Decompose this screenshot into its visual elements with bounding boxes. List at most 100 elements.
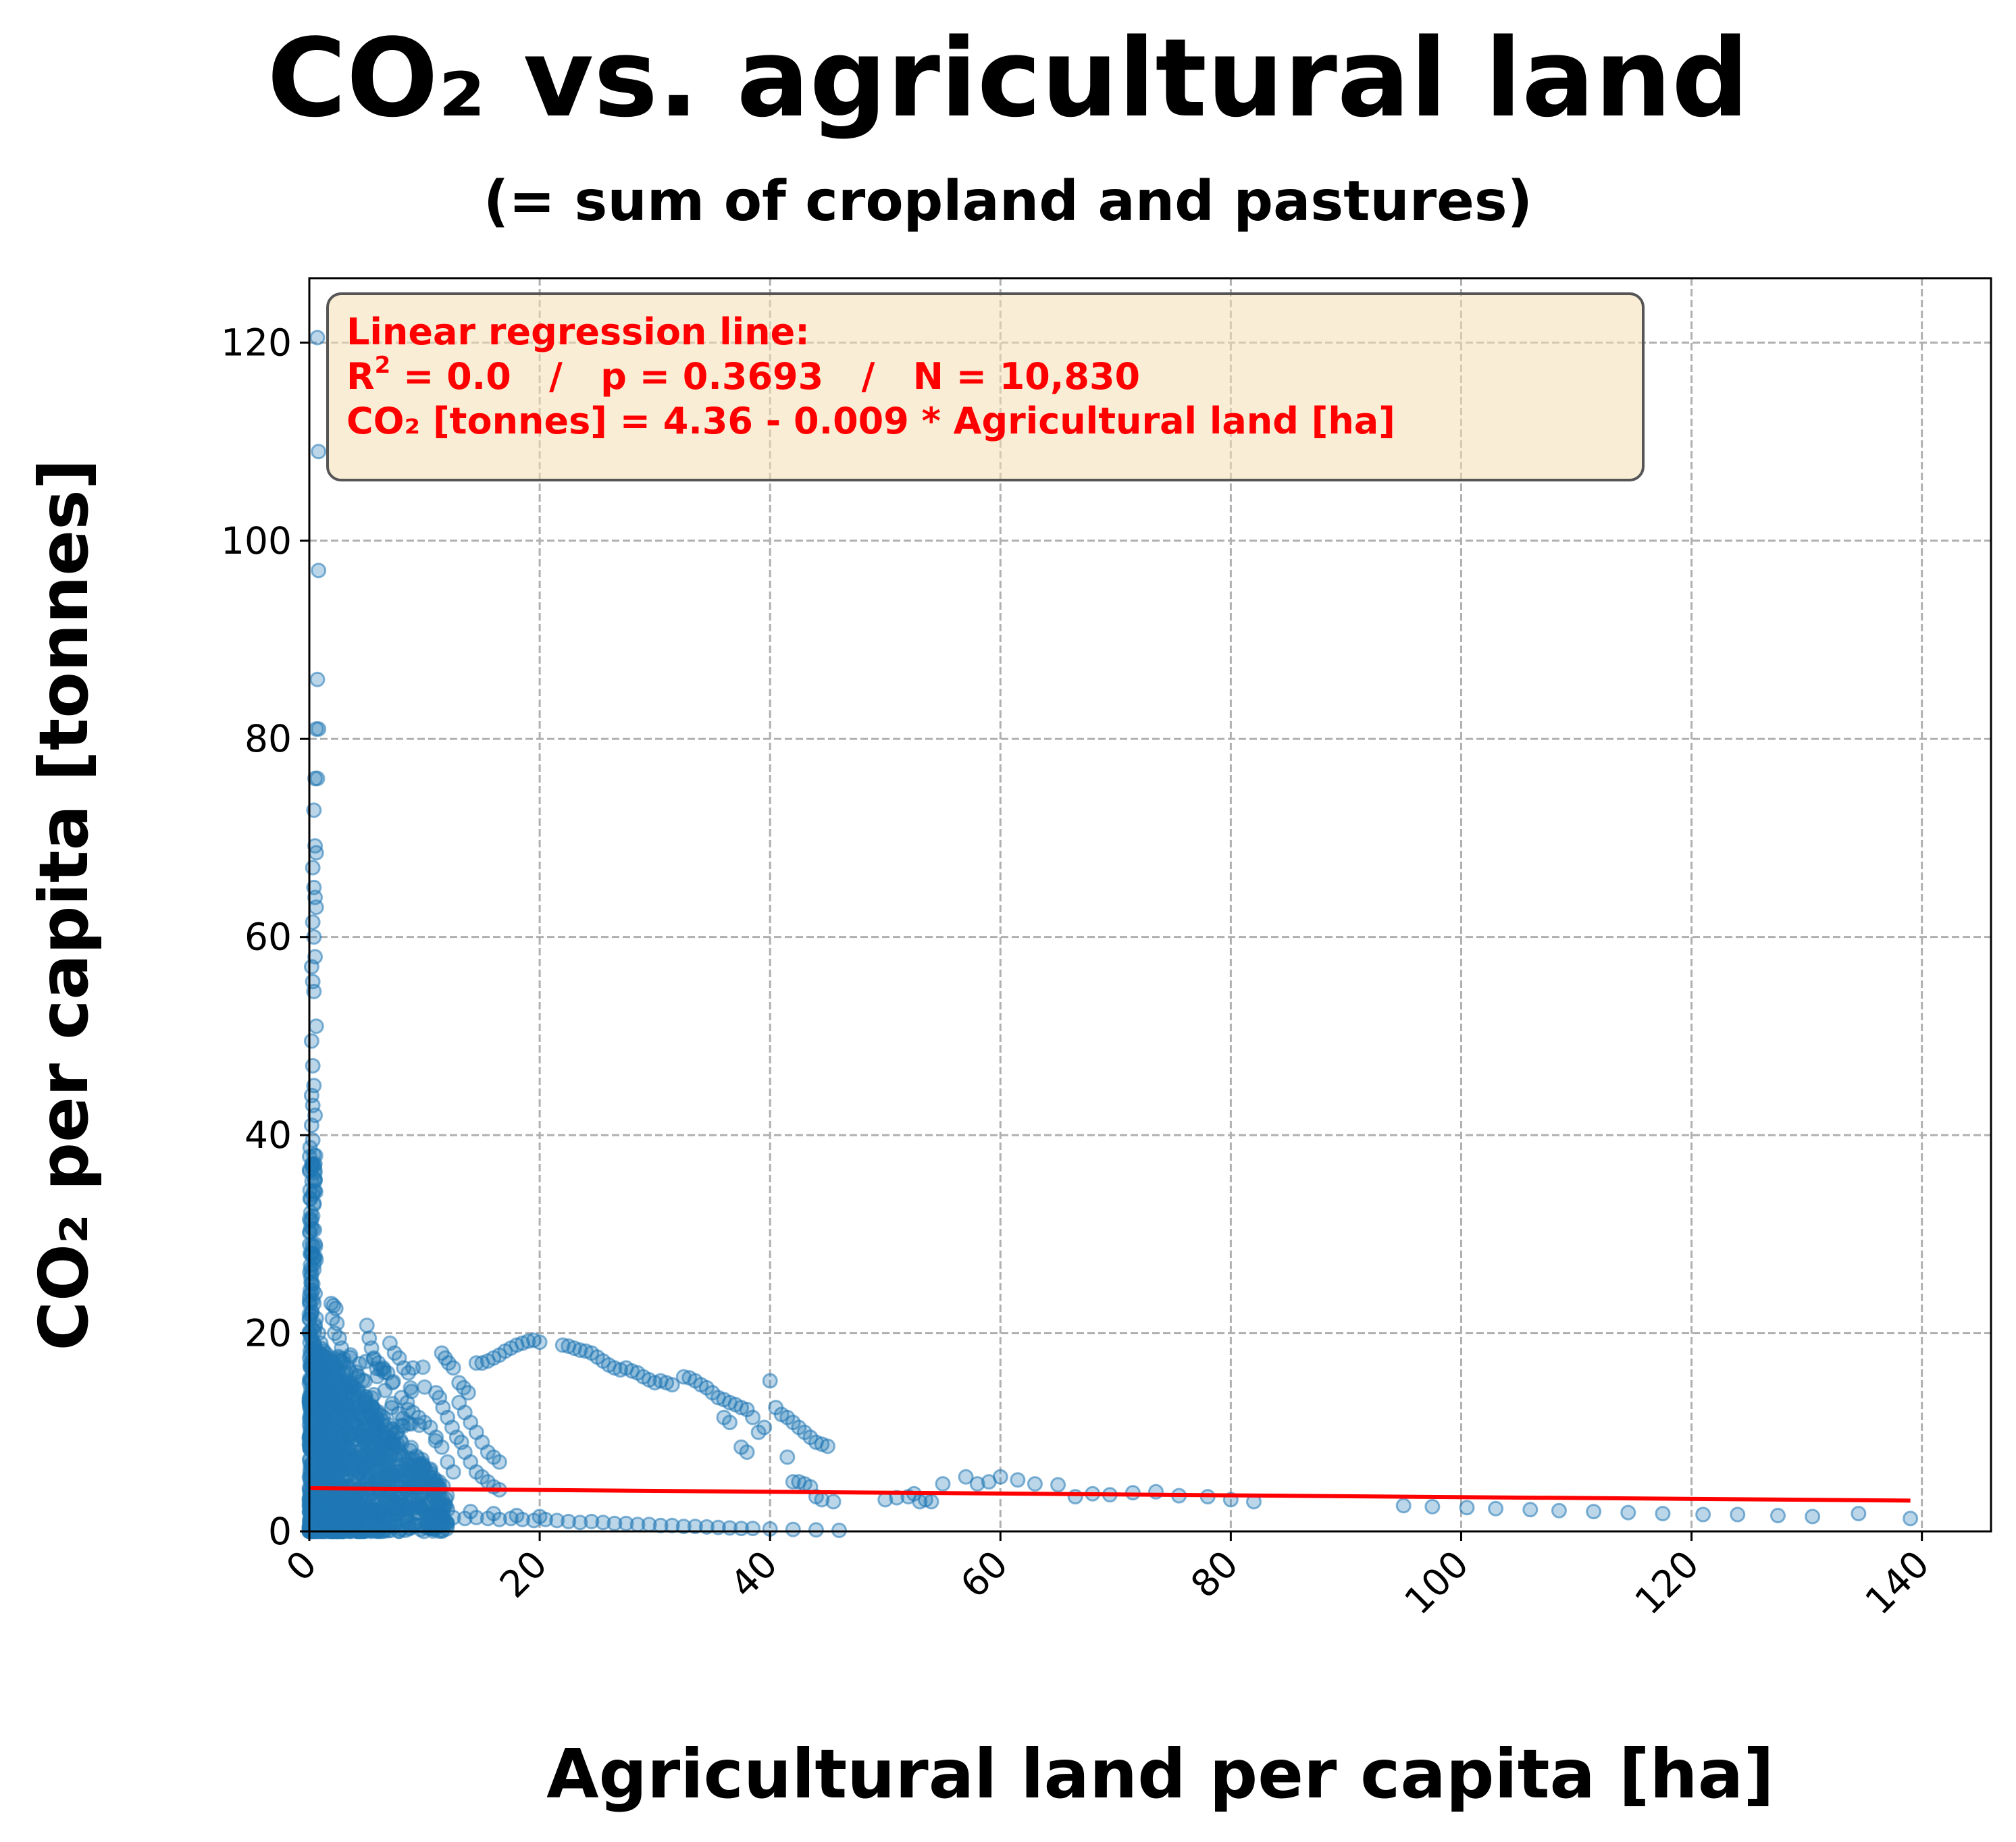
y-tick-label: 80 bbox=[244, 717, 292, 760]
scatter-point bbox=[303, 1033, 319, 1049]
x-tick-label: 140 bbox=[1857, 1542, 1937, 1623]
scatter-point bbox=[309, 330, 326, 346]
scatter-point bbox=[338, 1469, 355, 1485]
scatter-point bbox=[756, 1419, 773, 1436]
scatter-point bbox=[745, 1521, 761, 1537]
scatter-point bbox=[311, 721, 327, 737]
scatter-point bbox=[745, 1409, 761, 1425]
scatter-point bbox=[351, 1356, 367, 1372]
scatter-point bbox=[762, 1373, 778, 1389]
annotation-r-prefix: R bbox=[346, 354, 375, 398]
scatter-point bbox=[1424, 1498, 1441, 1515]
scatter-point bbox=[353, 1459, 369, 1475]
scatter-point bbox=[1488, 1500, 1504, 1517]
x-tick-label: 120 bbox=[1626, 1542, 1707, 1623]
scatter-point bbox=[739, 1444, 755, 1461]
scatter-point bbox=[402, 1442, 418, 1458]
annotation-line-2-rest: = 0.0 / p = 0.3693 / N = 10,830 bbox=[390, 354, 1141, 398]
scatter-point bbox=[336, 1415, 352, 1431]
scatter-point bbox=[1851, 1506, 1867, 1522]
scatter-point bbox=[306, 1196, 322, 1213]
scatter-point bbox=[440, 1502, 456, 1518]
scatter-point bbox=[334, 1454, 350, 1470]
y-tick-label: 20 bbox=[244, 1312, 292, 1355]
scatter-point bbox=[1655, 1506, 1671, 1522]
scatter-point bbox=[445, 1464, 461, 1480]
scatter-point bbox=[819, 1438, 835, 1454]
scatter-point bbox=[309, 770, 326, 787]
grid-lines bbox=[308, 278, 1991, 1533]
scatter-point bbox=[355, 1429, 371, 1446]
scatter-point bbox=[393, 1494, 409, 1510]
scatter-point bbox=[401, 1521, 417, 1537]
annotation-line-1: Linear regression line: bbox=[346, 311, 810, 353]
scatter-point bbox=[308, 899, 324, 916]
scatter-point bbox=[1805, 1508, 1821, 1525]
scatter-point bbox=[308, 1311, 324, 1327]
y-tick-label: 0 bbox=[268, 1510, 292, 1553]
scatter-point bbox=[308, 845, 324, 861]
annotation-line-3: CO₂ [tonnes] = 4.36 - 0.009 * Agricultur… bbox=[346, 399, 1395, 442]
scatter-point bbox=[384, 1375, 400, 1391]
chart-title: CO₂ vs. agricultural land bbox=[267, 15, 1749, 141]
y-tick-label: 120 bbox=[221, 321, 292, 364]
scatter-points bbox=[303, 330, 1919, 1539]
scatter-point bbox=[1050, 1477, 1066, 1493]
scatter-point bbox=[434, 1439, 450, 1455]
scatter-point bbox=[1459, 1500, 1475, 1516]
scatter-point bbox=[923, 1494, 939, 1510]
scatter-point bbox=[935, 1476, 951, 1492]
scatter-point bbox=[491, 1454, 507, 1470]
chart-subtitle: (= sum of cropland and pastures) bbox=[483, 169, 1533, 234]
scatter-point bbox=[1903, 1510, 1919, 1527]
scatter-point bbox=[1695, 1506, 1711, 1523]
scatter-point bbox=[722, 1415, 738, 1431]
scatter-point bbox=[808, 1522, 824, 1538]
scatter-point bbox=[315, 1360, 331, 1376]
scatter-point bbox=[305, 860, 321, 876]
scatter-point bbox=[306, 802, 322, 818]
scatter-point bbox=[463, 1504, 479, 1520]
scatter-point bbox=[384, 1464, 400, 1480]
scatter-point bbox=[1010, 1472, 1026, 1488]
scatter-point bbox=[1730, 1506, 1746, 1523]
scatter-point bbox=[378, 1522, 394, 1538]
scatter-point bbox=[1067, 1489, 1083, 1505]
x-tick-label: 20 bbox=[492, 1542, 556, 1606]
scatter-point bbox=[342, 1521, 358, 1537]
scatter-point bbox=[307, 1172, 324, 1188]
scatter-point bbox=[1620, 1504, 1636, 1521]
scatter-point bbox=[303, 959, 319, 975]
scatter-point bbox=[309, 671, 326, 687]
y-tick-label: 40 bbox=[244, 1113, 292, 1157]
scatter-point bbox=[532, 1508, 548, 1525]
y-tick-label: 100 bbox=[221, 519, 292, 562]
scatter-point bbox=[359, 1317, 375, 1334]
scatter-point bbox=[486, 1506, 502, 1522]
scatter-point bbox=[306, 1296, 322, 1312]
scatter-point bbox=[306, 983, 322, 999]
scatter-point bbox=[825, 1494, 842, 1510]
scatter-point bbox=[1551, 1502, 1567, 1519]
scatter-point bbox=[779, 1449, 796, 1465]
scatter-point bbox=[445, 1360, 461, 1376]
scatter-point bbox=[305, 1157, 321, 1173]
x-tick-label: 100 bbox=[1396, 1542, 1476, 1623]
scatter-point bbox=[330, 1400, 346, 1416]
scatter-point bbox=[334, 1340, 350, 1357]
regression-annotation-box: Linear regression line: R2 = 0.0 / p = 0… bbox=[326, 292, 1645, 481]
y-tick-label: 60 bbox=[244, 916, 292, 959]
scatter-point bbox=[347, 1489, 363, 1505]
scatter-point bbox=[509, 1508, 525, 1524]
scatter-point bbox=[532, 1334, 548, 1350]
scatter-point bbox=[992, 1469, 1008, 1485]
scatter-point bbox=[421, 1521, 438, 1537]
y-axis-label: CO₂ per capita [tonnes] bbox=[24, 458, 103, 1351]
x-axis-label: Agricultural land per capita [ha] bbox=[546, 1735, 1774, 1814]
scatter-point bbox=[1586, 1504, 1602, 1520]
scatter-point bbox=[347, 1444, 363, 1461]
scatter-point bbox=[406, 1458, 422, 1474]
x-tick-label: 60 bbox=[952, 1542, 1016, 1606]
annotation-line-2: R2 = 0.0 / p = 0.3693 / N = 10,830 bbox=[346, 354, 1642, 399]
